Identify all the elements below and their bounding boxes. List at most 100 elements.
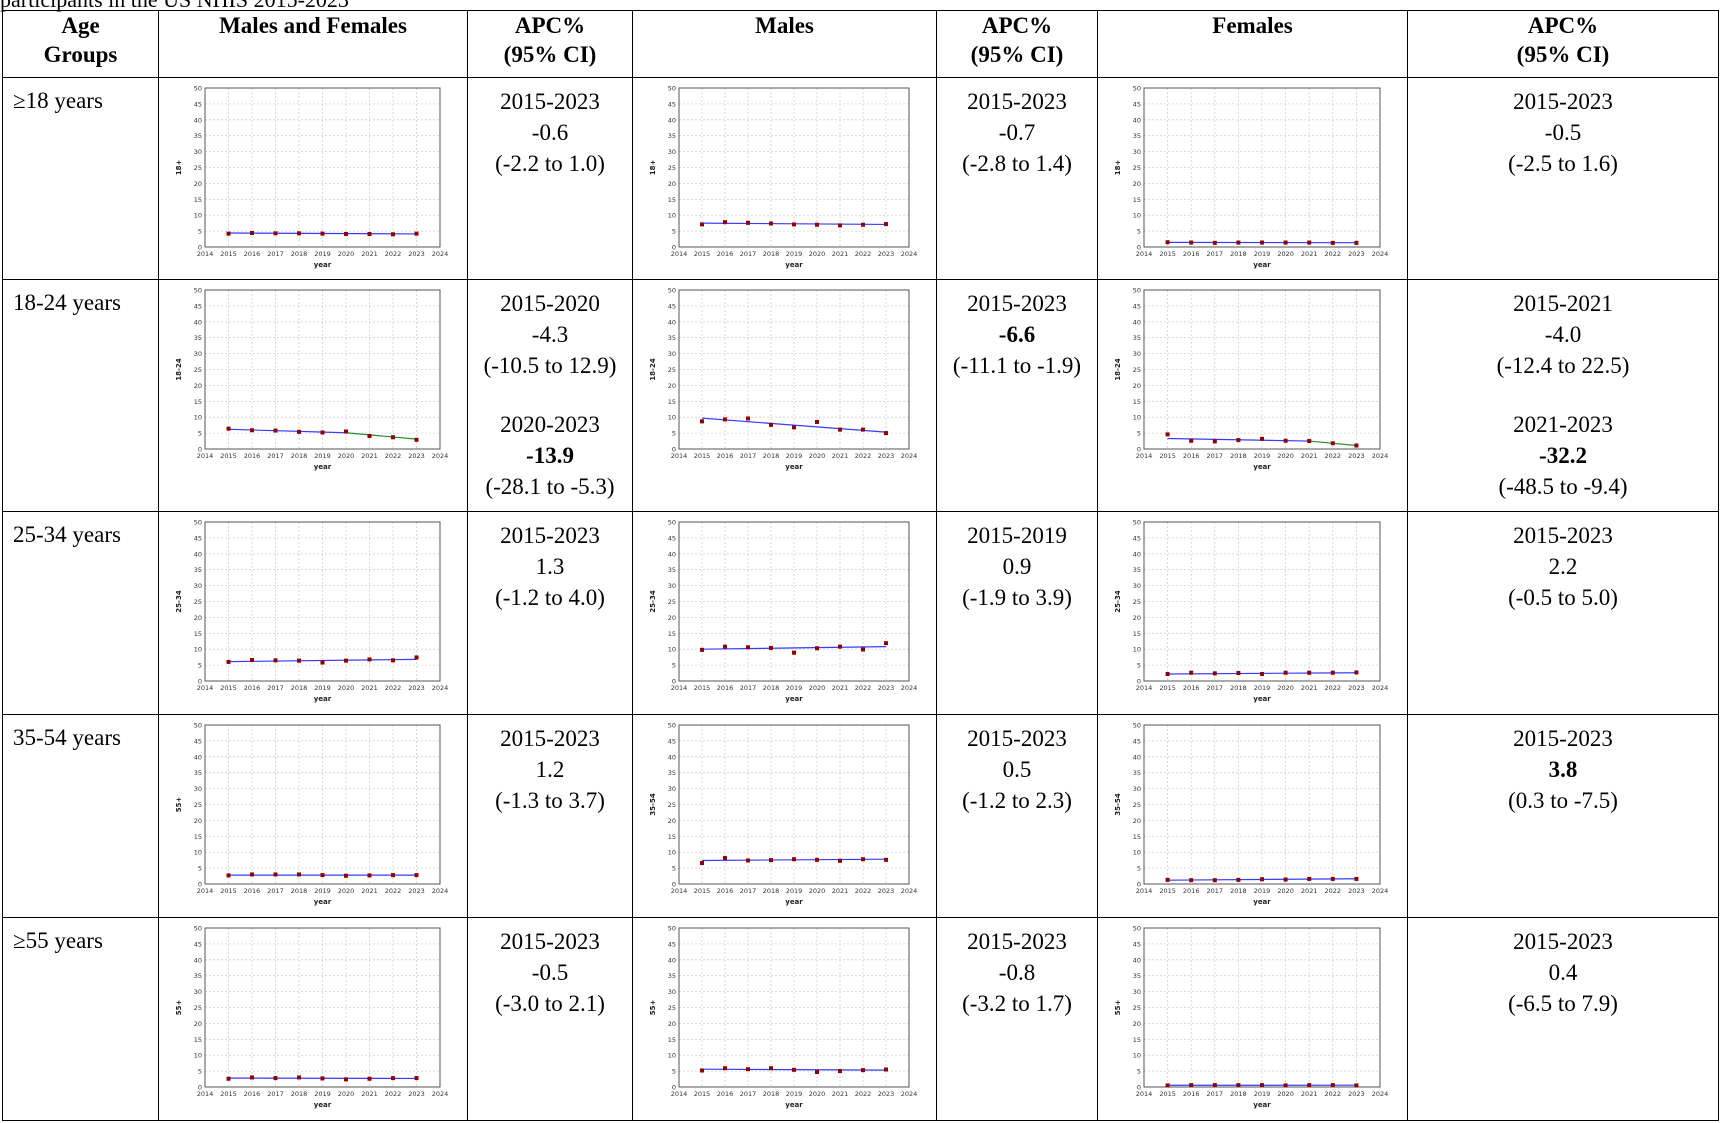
y-tick-label: 0 [672, 881, 676, 889]
y-tick-label: 30 [668, 988, 676, 996]
y-tick-label: 30 [194, 583, 202, 591]
table-row: ≥55 years 0 5 10 15 20 25 30 35 40 45 50 2014 2015 201… [2, 917, 1719, 1121]
chart-cell-females: 0 5 10 15 20 25 30 35 40 45 50 2014 2015 2016 2017 2018… [1097, 714, 1408, 919]
observed-point [1212, 439, 1217, 444]
y-tick-label: 20 [1133, 614, 1141, 622]
apc-segment: 2015-2023 3.8 (0.3 to -7.5) [1408, 723, 1718, 816]
x-tick-label: 2015 [1159, 684, 1176, 692]
observed-point [367, 1076, 372, 1081]
chart-cell-females: 0 5 10 15 20 25 30 35 40 45 50 2014 2015 2016 2017 2018… [1097, 511, 1408, 716]
y-tick-label: 5 [198, 865, 202, 873]
apc-value: -0.6 [531, 119, 569, 145]
observed-point [1189, 1083, 1194, 1088]
x-tick-label: 2019 [314, 452, 331, 460]
y-tick-label: 30 [194, 351, 202, 359]
observed-point [414, 438, 419, 443]
joinpoint-chart: 0 5 10 15 20 25 30 35 40 45 50 2014 2015 2016 2017 2018… [649, 519, 917, 704]
x-tick-label: 2019 [786, 250, 803, 258]
x-tick-label: 2023 [878, 250, 895, 258]
apc-cell-all: 2015-2020 -4.3 (-10.5 to 12.9) 2020-2023 -13… [467, 279, 633, 513]
apc-segment: 2015-2023 -0.7 (-2.8 to 1.4) [937, 86, 1097, 179]
apc-ci: (-2.2 to 1.0) [495, 150, 605, 176]
y-tick-label: 40 [194, 551, 202, 559]
x-tick-label: 2019 [314, 684, 331, 692]
observed-point [769, 646, 773, 651]
y-tick-label: 45 [668, 738, 676, 746]
x-tick-label: 2020 [338, 452, 355, 460]
y-tick-label: 35 [194, 972, 202, 980]
apc-value: -4.3 [531, 322, 569, 348]
apc-ci: (-48.5 to -9.4) [1498, 474, 1628, 500]
observed-point [320, 1076, 325, 1081]
chart-cell-all: 0 5 10 15 20 25 30 35 40 45 50 2014 2015 2016 2017 2018… [158, 511, 468, 716]
apc-segment: 2015-2019 0.9 (-1.9 to 3.9) [937, 520, 1097, 613]
x-tick-label: 2018 [291, 250, 308, 258]
joinpoint-chart: 0 5 10 15 20 25 30 35 40 45 50 2014 2015 2016 2017 2018… [1114, 287, 1388, 472]
table-row: 18-24 years 0 5 10 15 20 25 30 35 40 45 50 2014 2015 2… [2, 279, 1719, 513]
x-tick-label: 2014 [671, 452, 688, 460]
x-tick-label: 2017 [1207, 887, 1224, 895]
y-tick-label: 15 [668, 398, 676, 406]
x-tick-label: 2020 [338, 887, 355, 895]
y-tick-label: 10 [668, 849, 676, 857]
joinpoint-chart: 0 5 10 15 20 25 30 35 40 45 50 2014 2015 2016 2017 2018… [175, 519, 448, 704]
observed-point [1212, 671, 1217, 676]
y-tick-label: 15 [194, 195, 202, 203]
apc-period: 2015-2023 [500, 88, 600, 114]
y-tick-label: 10 [1133, 211, 1141, 219]
chart-cell-females: 0 5 10 15 20 25 30 35 40 45 50 2014 2015 2016 2017 2018… [1097, 279, 1408, 513]
x-tick-label: 2017 [1207, 250, 1224, 258]
x-tick-label: 2023 [1348, 684, 1365, 692]
x-axis-label: year [1253, 695, 1271, 703]
x-tick-label: 2023 [878, 684, 895, 692]
apc-cell-females: 2015-2021 -4.0 (-12.4 to 22.5) 2021-2023 -32… [1407, 279, 1719, 513]
x-axis-label: year [785, 261, 803, 269]
y-tick-label: 10 [1133, 646, 1141, 654]
observed-point [1165, 1083, 1170, 1088]
x-tick-label: 2014 [671, 1090, 688, 1098]
observed-point [1260, 240, 1264, 245]
observed-point [1212, 878, 1217, 883]
observed-point [1236, 1083, 1241, 1088]
x-tick-label: 2019 [786, 684, 803, 692]
apc-cell-males: 2015-2023 0.5 (-1.2 to 2.3) [936, 714, 1098, 919]
apc-cell-all: 2015-2023 -0.6 (-2.2 to 1.0) [467, 76, 633, 281]
observed-point [344, 1077, 348, 1082]
observed-point [320, 660, 325, 665]
x-tick-label: 2017 [740, 887, 757, 895]
x-tick-label: 2019 [1254, 684, 1271, 692]
y-tick-label: 45 [1133, 303, 1141, 311]
observed-point [815, 222, 819, 227]
y-axis-label: 25-34 [649, 591, 657, 614]
x-tick-label: 2022 [855, 887, 872, 895]
apc-period: 2015-2023 [500, 523, 600, 549]
y-tick-label: 40 [194, 956, 202, 964]
y-tick-label: 25 [194, 598, 202, 606]
apc-period: 2015-2023 [500, 726, 600, 752]
observed-point [1354, 877, 1359, 882]
y-tick-label: 20 [668, 614, 676, 622]
y-tick-label: 20 [1133, 179, 1141, 187]
y-tick-label: 35 [668, 567, 676, 575]
y-tick-label: 50 [194, 519, 202, 527]
x-axis-label: year [314, 695, 332, 703]
apc-value: -13.9 [526, 443, 574, 469]
apc-value: 0.5 [1002, 757, 1032, 783]
y-tick-label: 10 [1133, 1052, 1141, 1060]
apc-segment: 2015-2020 -4.3 (-10.5 to 12.9) [468, 288, 632, 381]
x-axis-label: year [785, 898, 803, 906]
y-tick-label: 10 [668, 211, 676, 219]
observed-point [367, 434, 372, 439]
x-tick-label: 2024 [432, 887, 449, 895]
x-tick-label: 2022 [385, 250, 402, 258]
x-tick-label: 2022 [385, 452, 402, 460]
plot-frame [204, 87, 441, 248]
header-apc-females: APC% (95% CI) [1407, 10, 1719, 78]
x-tick-label: 2017 [267, 684, 284, 692]
observed-point [344, 873, 348, 878]
observed-point [884, 221, 888, 226]
observed-point [1307, 439, 1312, 444]
apc-cell-all: 2015-2023 1.3 (-1.2 to 4.0) [467, 511, 633, 716]
observed-point [320, 873, 325, 878]
x-tick-label: 2023 [1348, 887, 1365, 895]
